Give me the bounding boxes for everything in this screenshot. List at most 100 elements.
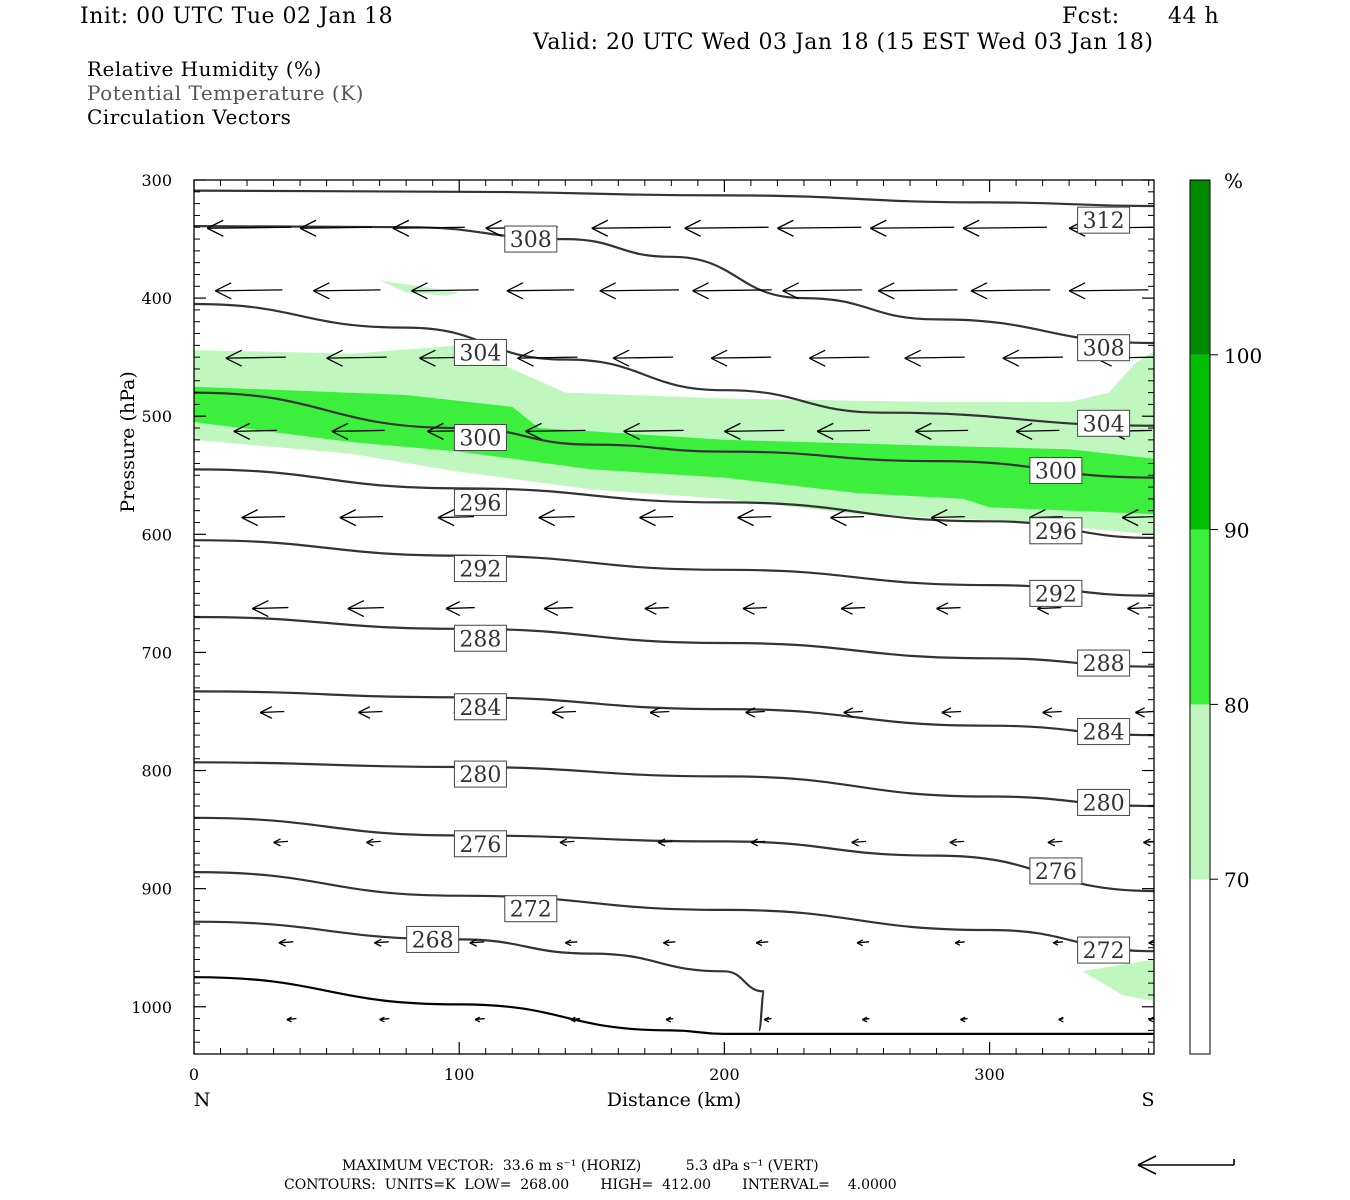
field-vectors-label: Circulation Vectors xyxy=(87,105,292,129)
circulation-vector xyxy=(1143,838,1154,847)
y-tick-label: 300 xyxy=(141,171,172,190)
circulation-vector xyxy=(742,602,767,615)
colorbar-label: 80 xyxy=(1224,693,1249,717)
theta-contour-288 xyxy=(194,615,1154,668)
circulation-vector xyxy=(644,602,669,615)
circulation-vector xyxy=(273,838,289,847)
circulation-vector xyxy=(339,509,384,527)
circulation-vector xyxy=(1127,602,1152,615)
contour-label-text: 280 xyxy=(1083,791,1125,816)
circulation-vector xyxy=(1148,1016,1154,1023)
circulation-vector xyxy=(649,707,670,718)
circulation-vector xyxy=(750,838,766,847)
contour-label-text: 292 xyxy=(1035,582,1077,607)
circulation-vector xyxy=(930,509,965,527)
circulation-vector xyxy=(437,509,474,527)
circulation-vector xyxy=(551,706,577,719)
circulation-vector xyxy=(214,282,283,300)
circulation-vector xyxy=(570,1016,581,1023)
theta-contour-308 xyxy=(194,225,1154,345)
colorbar-segment xyxy=(1190,180,1210,355)
circulation-vector xyxy=(782,282,862,300)
circulation-vector xyxy=(612,349,674,367)
circulation-vector xyxy=(970,282,1051,300)
circulation-vector xyxy=(639,509,674,527)
contour-label-272: 272 xyxy=(504,895,558,923)
circulation-vector xyxy=(331,422,385,440)
circulation-vector xyxy=(538,509,575,527)
forecast-hour: 44 h xyxy=(1168,4,1220,29)
y-axis-title: Pressure (hPa) xyxy=(117,371,139,513)
circulation-vector xyxy=(840,602,866,615)
circulation-vector xyxy=(904,349,965,367)
theta-contour-272 xyxy=(194,871,1154,953)
circulation-vector xyxy=(411,282,479,300)
circulation-vector xyxy=(623,422,684,440)
contour-label-300: 300 xyxy=(1029,457,1083,485)
y-tick-label: 900 xyxy=(141,880,172,899)
contour-label-284: 284 xyxy=(453,693,507,721)
circulation-vector xyxy=(252,599,289,618)
y-tick-label: 1000 xyxy=(131,998,172,1017)
colorbar-label: 90 xyxy=(1224,519,1249,543)
contour-label-text: 300 xyxy=(1035,460,1077,485)
colorbar-segment xyxy=(1190,529,1210,705)
circulation-vector xyxy=(1002,349,1063,367)
circulation-vector xyxy=(1015,422,1060,440)
circulation-vector xyxy=(286,1016,297,1023)
contour-label-288: 288 xyxy=(453,624,507,652)
colorbar-frame xyxy=(1189,179,1211,1055)
circulation-vector xyxy=(808,349,870,367)
contour-label-text: 272 xyxy=(1083,939,1125,964)
theta-contour-268 xyxy=(194,920,766,1032)
x-end-label-south: S xyxy=(1141,1089,1154,1111)
colorbar-segment xyxy=(1190,704,1210,880)
circulation-vector xyxy=(1047,838,1063,847)
circulation-vector xyxy=(777,219,862,237)
circulation-vector xyxy=(737,509,772,527)
field-theta-label: Potential Temperature (K) xyxy=(87,81,364,105)
contour-label-text: 284 xyxy=(1083,721,1125,746)
circulation-vector xyxy=(816,422,871,440)
circulation-vector xyxy=(830,509,865,527)
colorbar-unit: % xyxy=(1224,169,1243,193)
contour-label-text: 276 xyxy=(1035,860,1077,885)
contour-label-text: 308 xyxy=(510,228,552,253)
circulation-vector xyxy=(960,1016,968,1023)
circulation-vector xyxy=(692,282,772,300)
circulation-vector xyxy=(869,219,955,237)
circulation-vector xyxy=(517,349,578,367)
circulation-vector xyxy=(233,422,277,440)
contour-label-308: 308 xyxy=(1077,334,1131,362)
contour-label-308: 308 xyxy=(504,225,558,253)
contour-label-292: 292 xyxy=(1029,579,1083,607)
contour-label-304: 304 xyxy=(453,338,507,366)
x-tick-label: 100 xyxy=(444,1065,475,1084)
circulation-vector xyxy=(564,939,578,947)
theta-contour-292 xyxy=(194,539,1154,597)
contour-info: CONTOURS: UNITS=K LOW= 268.00 HIGH= 412.… xyxy=(284,1177,897,1193)
circulation-vector xyxy=(755,939,769,947)
contour-label-text: 276 xyxy=(459,833,501,858)
circulation-vector xyxy=(299,219,373,237)
circulation-vector xyxy=(313,282,381,300)
colorbar-segment xyxy=(1190,879,1210,1054)
contour-label-268: 268 xyxy=(406,925,460,953)
circulation-vector xyxy=(843,707,863,718)
circulation-vector xyxy=(941,707,962,718)
contour-label-text: 304 xyxy=(459,341,501,366)
y-tick-label: 500 xyxy=(141,407,172,426)
contour-label-text: 312 xyxy=(1083,209,1125,234)
circulation-vector xyxy=(1068,282,1149,300)
circulation-vector xyxy=(525,422,586,440)
contour-label-text: 268 xyxy=(412,928,454,953)
contour-label-text: 288 xyxy=(1083,652,1125,677)
circulation-vector xyxy=(347,599,384,618)
contour-label-text: 308 xyxy=(1083,337,1125,362)
x-axis-title: Distance (km) xyxy=(607,1089,742,1111)
circulation-vector xyxy=(599,282,679,300)
contour-label-276: 276 xyxy=(453,830,507,858)
theta-contour-276 xyxy=(194,816,1154,893)
contour-label-296: 296 xyxy=(1029,517,1083,545)
